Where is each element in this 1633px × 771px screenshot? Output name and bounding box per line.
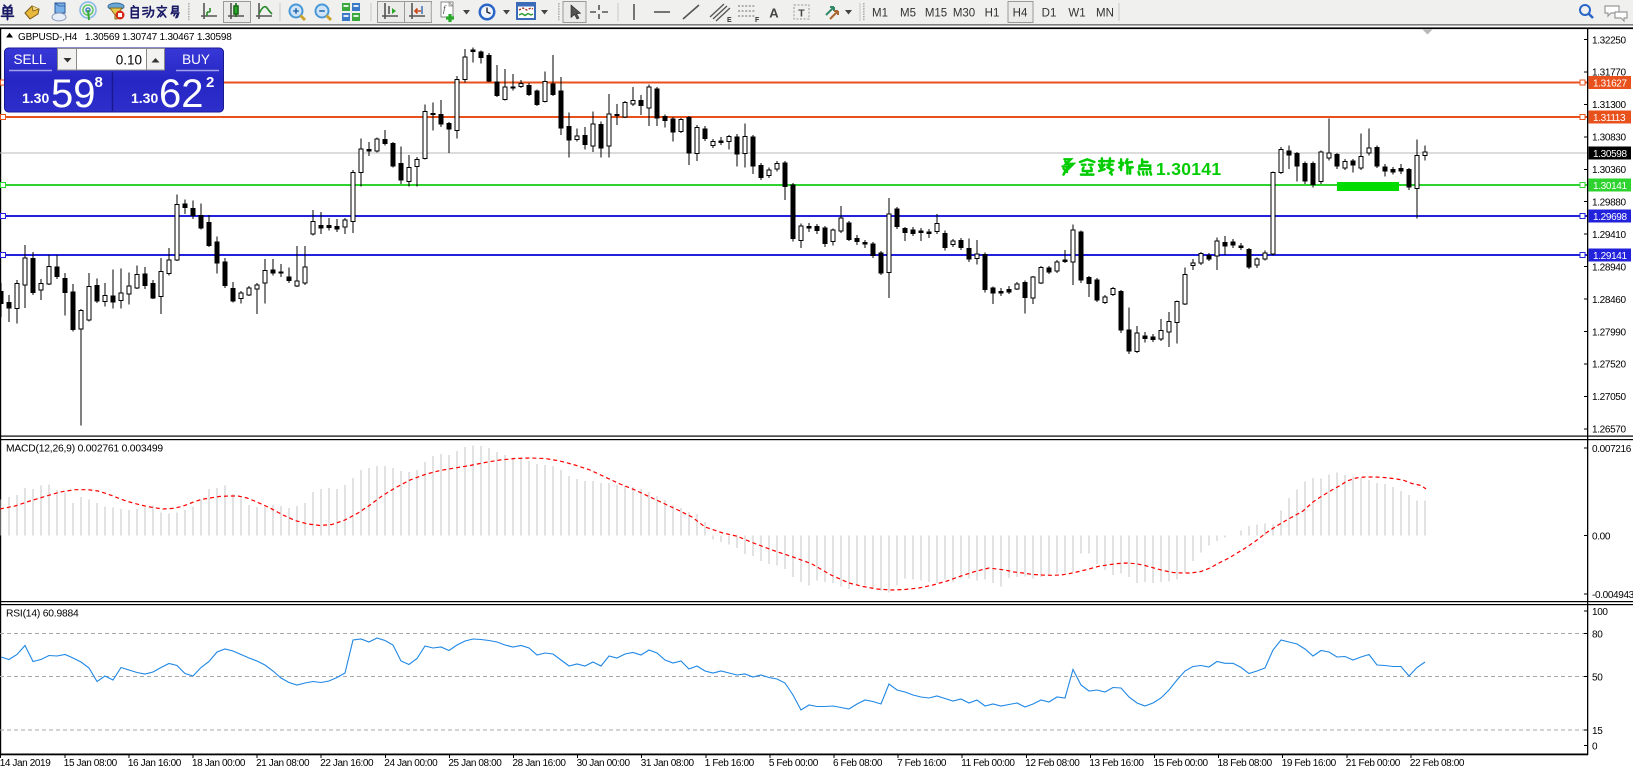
svg-text:0.007216: 0.007216 xyxy=(1592,444,1632,455)
svg-text:25 Jan 08:00: 25 Jan 08:00 xyxy=(448,758,502,769)
svg-text:MN: MN xyxy=(1096,8,1114,20)
svg-text:1.27990: 1.27990 xyxy=(1592,327,1626,338)
svg-text:M15: M15 xyxy=(925,8,947,20)
svg-text:100: 100 xyxy=(1592,607,1608,618)
svg-text:M5: M5 xyxy=(900,8,916,20)
svg-text:15: 15 xyxy=(1592,726,1603,737)
svg-text:6 Feb 08:00: 6 Feb 08:00 xyxy=(833,758,883,769)
svg-text:1.28940: 1.28940 xyxy=(1592,262,1626,273)
svg-text:1.31770: 1.31770 xyxy=(1592,68,1626,79)
svg-text:30 Jan 00:00: 30 Jan 00:00 xyxy=(577,758,631,769)
svg-text:5 Feb 00:00: 5 Feb 00:00 xyxy=(769,758,819,769)
svg-text:12 Feb 08:00: 12 Feb 08:00 xyxy=(1025,758,1080,769)
svg-text:1.30360: 1.30360 xyxy=(1592,165,1626,176)
svg-text:0.10: 0.10 xyxy=(116,53,142,68)
svg-text:W1: W1 xyxy=(1068,8,1085,20)
svg-text:1.30: 1.30 xyxy=(131,90,158,106)
svg-text:A: A xyxy=(769,6,779,21)
svg-text:1.26570: 1.26570 xyxy=(1592,425,1626,436)
svg-text:1.30830: 1.30830 xyxy=(1592,133,1626,144)
svg-text:24 Jan 00:00: 24 Jan 00:00 xyxy=(384,758,438,769)
svg-text:21 Jan 08:00: 21 Jan 08:00 xyxy=(256,758,310,769)
svg-text:2: 2 xyxy=(206,74,214,91)
svg-text:M30: M30 xyxy=(953,8,975,20)
svg-text:MACD(12,26,9) 0.002761 0.00349: MACD(12,26,9) 0.002761 0.003499 xyxy=(6,444,163,455)
svg-text:31 Jan 08:00: 31 Jan 08:00 xyxy=(641,758,695,769)
svg-text:1.29141: 1.29141 xyxy=(1593,251,1627,262)
svg-text:1.29880: 1.29880 xyxy=(1592,198,1626,209)
svg-text:16 Jan 16:00: 16 Jan 16:00 xyxy=(128,758,182,769)
svg-text:80: 80 xyxy=(1592,629,1603,640)
svg-text:21 Feb 00:00: 21 Feb 00:00 xyxy=(1346,758,1401,769)
svg-text:1.30141: 1.30141 xyxy=(1156,159,1221,179)
svg-text:1.31627: 1.31627 xyxy=(1593,78,1627,89)
svg-text:H1: H1 xyxy=(985,8,1000,20)
svg-text:SELL: SELL xyxy=(13,52,47,67)
svg-text:F: F xyxy=(755,17,760,24)
svg-text:14 Jan 2019: 14 Jan 2019 xyxy=(0,758,51,769)
svg-text:0.00: 0.00 xyxy=(1592,531,1611,542)
svg-text:1.27050: 1.27050 xyxy=(1592,392,1626,403)
svg-text:GBPUSD-,H4 1.30569 1.30747 1: GBPUSD-,H4 1.30569 1.30747 1.30467 1.305… xyxy=(18,32,232,43)
svg-text:8: 8 xyxy=(95,74,103,91)
svg-text:1.27520: 1.27520 xyxy=(1592,360,1626,371)
svg-text:1.29410: 1.29410 xyxy=(1592,230,1626,241)
svg-text:H4: H4 xyxy=(1013,8,1028,20)
svg-text:1.30598: 1.30598 xyxy=(1593,149,1627,160)
svg-text:18 Jan 00:00: 18 Jan 00:00 xyxy=(192,758,246,769)
svg-text:E: E xyxy=(727,17,732,24)
svg-text:0: 0 xyxy=(1592,741,1598,752)
svg-text:22 Feb 08:00: 22 Feb 08:00 xyxy=(1410,758,1465,769)
svg-text:28 Jan 16:00: 28 Jan 16:00 xyxy=(513,758,567,769)
svg-text:-0.004943: -0.004943 xyxy=(1592,590,1633,601)
svg-text:T: T xyxy=(798,8,805,20)
svg-text:19 Feb 16:00: 19 Feb 16:00 xyxy=(1282,758,1337,769)
svg-text:1 Feb 16:00: 1 Feb 16:00 xyxy=(705,758,755,769)
svg-text:1.30141: 1.30141 xyxy=(1593,181,1627,192)
svg-text:BUY: BUY xyxy=(182,52,210,67)
svg-text:1.31300: 1.31300 xyxy=(1592,100,1626,111)
svg-text:7 Feb 16:00: 7 Feb 16:00 xyxy=(897,758,947,769)
svg-text:1.28460: 1.28460 xyxy=(1592,295,1626,306)
svg-text:D1: D1 xyxy=(1042,8,1057,20)
svg-text:RSI(14) 60.9884: RSI(14) 60.9884 xyxy=(6,609,79,620)
svg-text:22 Jan 16:00: 22 Jan 16:00 xyxy=(320,758,374,769)
svg-text:62: 62 xyxy=(159,72,204,116)
svg-text:18 Feb 08:00: 18 Feb 08:00 xyxy=(1218,758,1273,769)
svg-text:15 Jan 08:00: 15 Jan 08:00 xyxy=(64,758,118,769)
svg-text:50: 50 xyxy=(1592,672,1603,683)
svg-text:15 Feb 00:00: 15 Feb 00:00 xyxy=(1154,758,1209,769)
svg-text:f: f xyxy=(443,4,447,14)
svg-text:1.31113: 1.31113 xyxy=(1593,113,1626,124)
svg-text:1.29698: 1.29698 xyxy=(1593,212,1627,223)
svg-text:1.32250: 1.32250 xyxy=(1592,35,1626,46)
svg-text:11 Feb 00:00: 11 Feb 00:00 xyxy=(961,758,1015,769)
svg-text:13 Feb 16:00: 13 Feb 16:00 xyxy=(1089,758,1144,769)
svg-text:1.30: 1.30 xyxy=(22,90,49,106)
svg-text:M1: M1 xyxy=(872,8,888,20)
svg-text:59: 59 xyxy=(51,72,96,116)
